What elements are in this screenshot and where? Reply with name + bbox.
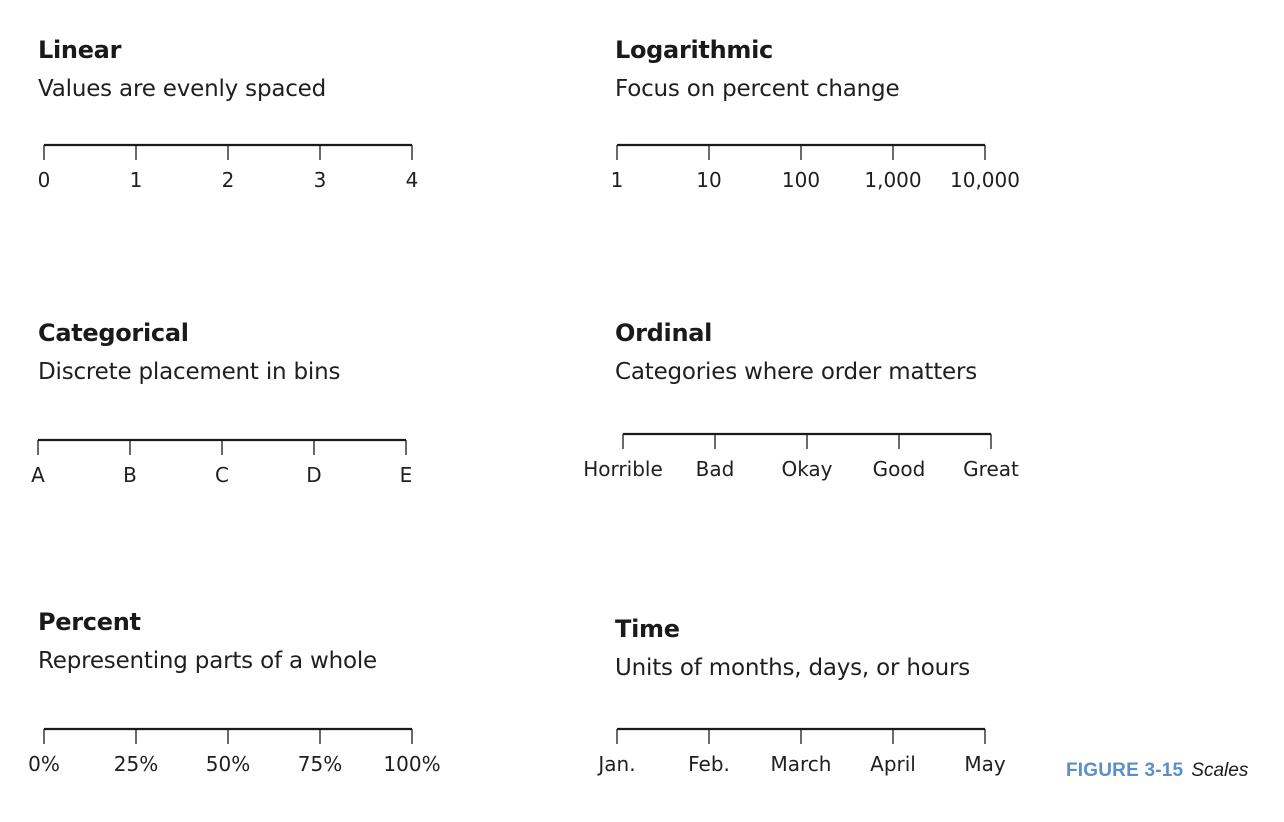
- tick-label: 4: [406, 168, 419, 192]
- tick-label: C: [215, 463, 229, 487]
- scale-description: Values are evenly spaced: [38, 76, 327, 102]
- scale-categorical: Categorical Discrete placement in bins A…: [31, 319, 518, 519]
- scale-description: Units of months, days, or hours: [615, 655, 971, 681]
- tick-label: 0: [38, 168, 51, 192]
- scale-title: Linear: [38, 36, 122, 64]
- tick-label: Okay: [781, 457, 832, 481]
- tick-label: April: [870, 752, 916, 776]
- scale-axis: Horrible Bad Okay Good Great: [583, 432, 1019, 481]
- scale-axis: 0% 25% 50% 75% 100%: [28, 727, 441, 776]
- tick-label: Horrible: [583, 457, 662, 481]
- scale-ordinal: Ordinal Categories where order matters H…: [583, 319, 1095, 519]
- tick-label: 1: [611, 168, 624, 192]
- scale-axis: Jan. Feb. March April May: [596, 727, 1006, 776]
- tick-label: Feb.: [688, 752, 730, 776]
- scale-percent: Percent Representing parts of a whole 0%…: [28, 608, 518, 808]
- tick-label: Bad: [696, 457, 735, 481]
- tick-label: 2: [222, 168, 235, 192]
- tick-label: 25%: [114, 752, 158, 776]
- figure-label: FIGURE 3-15: [1066, 760, 1184, 781]
- tick-label: March: [771, 752, 832, 776]
- tick-label: 100: [782, 168, 820, 192]
- tick-label: 10: [696, 168, 721, 192]
- tick-label: 3: [314, 168, 327, 192]
- tick-label: D: [306, 463, 321, 487]
- tick-label: A: [31, 463, 45, 487]
- tick-label: Jan.: [596, 752, 635, 776]
- figure-title: Scales: [1191, 760, 1249, 781]
- scale-title: Ordinal: [615, 319, 713, 347]
- tick-label: May: [964, 752, 1006, 776]
- scale-title: Categorical: [38, 319, 189, 347]
- scale-description: Representing parts of a whole: [38, 648, 377, 674]
- scale-axis: 1 10 100 1,000 10,000: [611, 143, 1020, 192]
- tick-label: 100%: [383, 752, 440, 776]
- scale-description: Categories where order matters: [615, 359, 978, 385]
- scale-time: Time Units of months, days, or hours Jan…: [596, 615, 1095, 815]
- scale-linear: Linear Values are evenly spaced 0 1 2 3 4: [38, 36, 518, 236]
- tick-label: Good: [873, 457, 926, 481]
- scale-title: Percent: [38, 608, 141, 636]
- figure-caption: FIGURE 3-15 Scales: [1066, 759, 1248, 782]
- tick-label: B: [123, 463, 137, 487]
- tick-label: 10,000: [950, 168, 1020, 192]
- scale-axis: 0 1 2 3 4: [38, 143, 419, 192]
- scale-title: Time: [615, 615, 680, 643]
- scale-logarithmic: Logarithmic Focus on percent change 1 10 1…: [611, 36, 1095, 236]
- scale-title: Logarithmic: [615, 36, 773, 64]
- scale-description: Discrete placement in bins: [38, 359, 341, 385]
- scale-description: Focus on percent change: [615, 76, 900, 102]
- tick-label: 0%: [28, 752, 60, 776]
- tick-label: Great: [963, 457, 1019, 481]
- tick-label: 1: [130, 168, 143, 192]
- tick-label: 75%: [298, 752, 342, 776]
- scale-axis: A B C D E: [31, 438, 413, 487]
- tick-label: E: [400, 463, 413, 487]
- tick-label: 1,000: [864, 168, 921, 192]
- tick-label: 50%: [206, 752, 250, 776]
